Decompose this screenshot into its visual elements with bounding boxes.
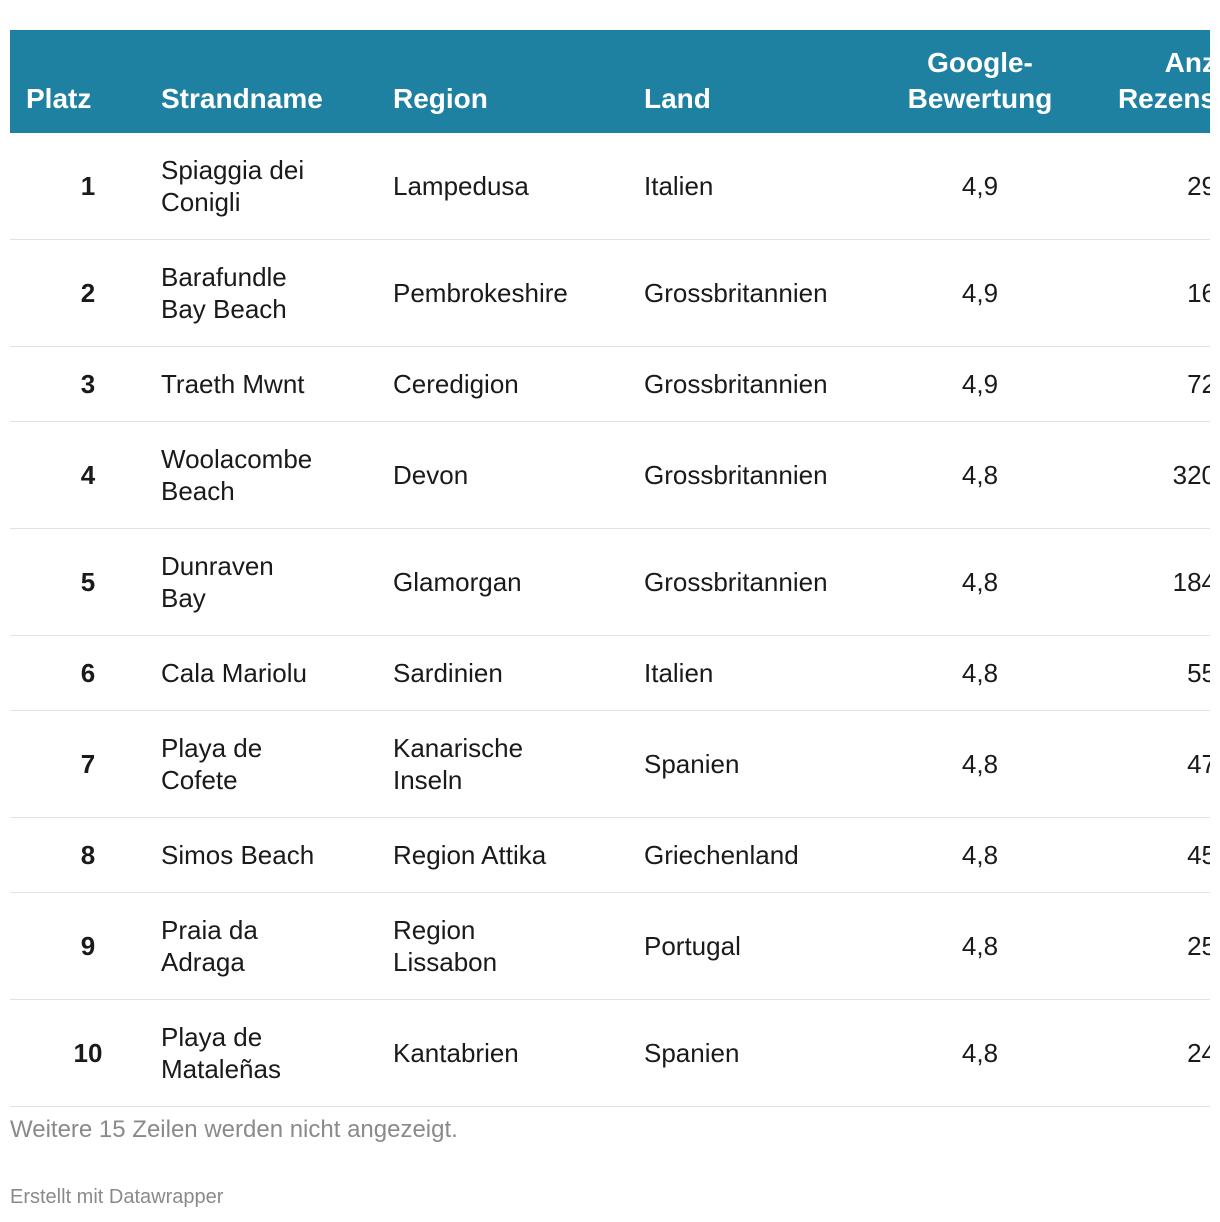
table-cell: 16 xyxy=(1187,278,1210,308)
table: Platz Strandname Region Land Google- Bewertu… xyxy=(10,30,1210,1107)
table-cell: 320 xyxy=(1172,460,1210,490)
column-header: Land xyxy=(644,83,711,114)
credit: Erstellt mit Datawrapper xyxy=(10,1186,224,1208)
table-cell: Kantabrien xyxy=(393,1038,519,1068)
table-cell: 4,8 xyxy=(961,749,999,779)
table-cell: Dunraven Bay xyxy=(161,551,274,613)
table-row: 10 Playa de Mataleñas Kantabrien Spanien 4,8… xyxy=(10,1000,1210,1107)
table-cell: Grossbritannien xyxy=(644,369,828,399)
table-cell: Sardinien xyxy=(393,658,503,688)
table-cell: Praia da Adraga xyxy=(161,915,258,977)
table-cell: Cala Mariolu xyxy=(161,658,307,688)
table-row: 7 Playa de Cofete Kanarische Inseln Spanien… xyxy=(10,711,1210,818)
table-cell: Simos Beach xyxy=(161,840,315,870)
table-cell: Devon xyxy=(393,460,469,490)
table-cell: Spanien xyxy=(644,1038,740,1068)
table-cell: 25 xyxy=(1187,931,1210,961)
table-cell: Ceredigion xyxy=(393,369,519,399)
table-cell: Grossbritannien xyxy=(644,567,828,597)
table-cell: Grossbritannien xyxy=(644,460,828,490)
column-header: Region xyxy=(393,83,488,114)
table-cell: 4,8 xyxy=(961,931,999,961)
column-header: Anz Rezens xyxy=(1117,47,1210,114)
table-cell: 24 xyxy=(1187,1038,1210,1068)
table-cell: 4,8 xyxy=(961,460,999,490)
column-header: Strandname xyxy=(161,83,323,114)
table-cell: 10 xyxy=(73,1038,103,1068)
table-cell: 45 xyxy=(1187,840,1210,870)
table-cell: Italien xyxy=(644,171,714,201)
table-cell: Spanien xyxy=(644,749,740,779)
table-cell: Woolacombe Beach xyxy=(161,444,313,506)
table-cell: Lampedusa xyxy=(393,171,529,201)
table-cell: 4 xyxy=(80,460,96,490)
table-row: 1 Spiaggia dei Conigli Lampedusa Italien 4,9… xyxy=(10,133,1210,240)
table-cell: Portugal xyxy=(644,931,741,961)
table-cell: 4,9 xyxy=(961,171,999,201)
table-cell: 55 xyxy=(1187,658,1210,688)
table-cell: 4,9 xyxy=(961,278,999,308)
table-row: 8 Simos Beach Region Attika Griechenland 4,8… xyxy=(10,818,1210,893)
table-cell: Grossbritannien xyxy=(644,278,828,308)
column-header: Platz xyxy=(26,83,92,114)
table-cell: Kanarische Inseln xyxy=(393,733,524,795)
table-row: 2 Barafundle Bay Beach Pembrokeshire Grossb… xyxy=(10,240,1210,347)
table-cell: 1 xyxy=(80,171,96,201)
table-cell: 3 xyxy=(80,369,96,399)
table-cell: 7 xyxy=(80,749,96,779)
table-cell: 4,8 xyxy=(961,840,999,870)
table-cell: 4,8 xyxy=(961,567,999,597)
table-cell: 29 xyxy=(1187,171,1210,201)
table-cell: Playa de Cofete xyxy=(161,733,263,795)
table-cell: 6 xyxy=(80,658,96,688)
table-cell: Italien xyxy=(644,658,714,688)
header-row: Platz Strandname Region Land Google- Bewertu… xyxy=(10,30,1210,133)
table-cell: 4,8 xyxy=(961,658,999,688)
table-cell: Region Attika xyxy=(393,840,547,870)
table-cell: Spiaggia dei Conigli xyxy=(161,155,305,217)
table-cell: 4,9 xyxy=(961,369,999,399)
table-notes: Weitere 15 Zeilen werden nicht angezeigt… xyxy=(10,1116,458,1143)
table-cell: 8 xyxy=(80,840,96,870)
table-row: 4 Woolacombe Beach Devon Grossbritannien 4,8… xyxy=(10,422,1210,529)
table-cell: 184 xyxy=(1172,567,1210,597)
table-cell: Griechenland xyxy=(644,840,799,870)
column-header: Google- Bewertung xyxy=(907,47,1053,114)
table-cell: Region Lissabon xyxy=(393,915,498,977)
table-row: 5 Dunraven Bay Glamorgan Grossbritannien 4,8… xyxy=(10,529,1210,636)
table-cell: Pembrokeshire xyxy=(393,278,568,308)
table-cell: 72 xyxy=(1187,369,1210,399)
table-row: 9 Praia da Adraga Region Lissabon Portugal 4… xyxy=(10,893,1210,1000)
table-cell: 5 xyxy=(80,567,96,597)
table-row: 6 Cala Mariolu Sardinien Italien 4,8 55 xyxy=(10,636,1210,711)
table-cell: 9 xyxy=(80,931,96,961)
table-cell: 47 xyxy=(1187,749,1210,779)
table-cell: 4,8 xyxy=(961,1038,999,1068)
table-cell: Barafundle Bay Beach xyxy=(161,262,287,324)
table-cell: Playa de Mataleñas xyxy=(161,1022,281,1084)
table-cell: 2 xyxy=(80,278,96,308)
table-cell: Glamorgan xyxy=(393,567,522,597)
table-cell: Traeth Mwnt xyxy=(161,369,305,399)
table-row: 3 Traeth Mwnt Ceredigion Grossbritannien 4,9… xyxy=(10,347,1210,422)
